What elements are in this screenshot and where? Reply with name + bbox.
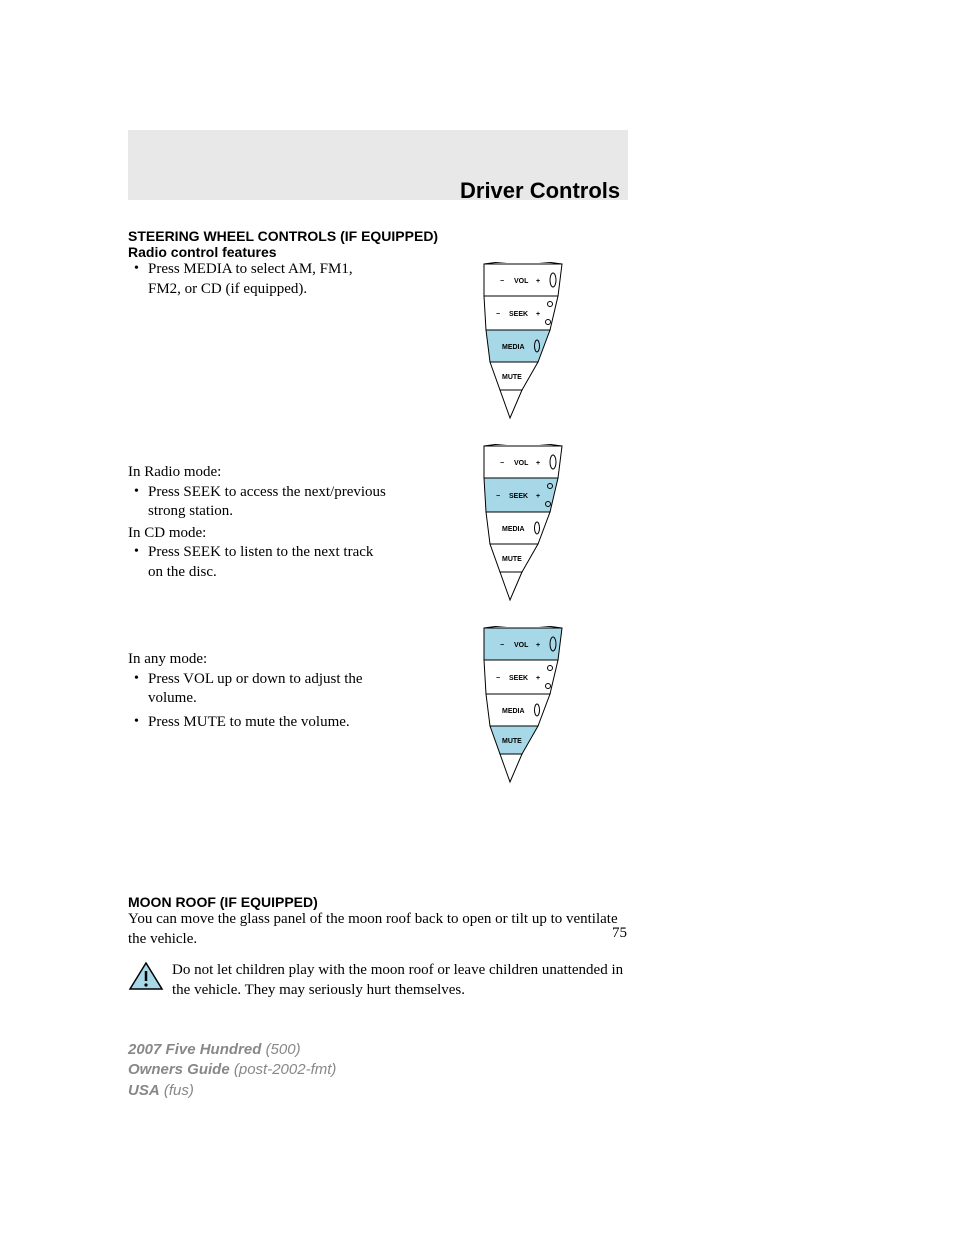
bullet-seek-cd: Press SEEK to listen to the next track o… <box>128 543 388 582</box>
svg-text:+: + <box>536 675 540 682</box>
footer: 2007 Five Hundred (500) Owners Guide (po… <box>128 1040 336 1101</box>
svg-text:VOL: VOL <box>514 642 529 649</box>
svg-text:+: + <box>536 311 540 318</box>
svg-text:+: + <box>536 642 540 649</box>
svg-text:SEEK: SEEK <box>509 675 528 682</box>
svg-text:MUTE: MUTE <box>502 556 522 563</box>
svg-text:SEEK: SEEK <box>509 311 528 318</box>
svg-text:+: + <box>536 493 540 500</box>
svg-text:MUTE: MUTE <box>502 374 522 381</box>
swc-diagram-volmute: − VOL + − SEEK + MEDIA MUTE <box>478 626 568 786</box>
footer-region-code: (fus) <box>164 1082 194 1099</box>
bullet-mute: Press MUTE to mute the volume. <box>128 713 388 733</box>
svg-text:+: + <box>536 460 540 467</box>
warning-box: Do not let children play with the moon r… <box>128 961 628 1000</box>
svg-text:MEDIA: MEDIA <box>502 526 525 533</box>
svg-text:−: − <box>500 642 504 649</box>
footer-model-code: (500) <box>266 1041 301 1058</box>
subsection-heading-radio: Radio control features <box>128 244 628 260</box>
text-moonroof-body: You can move the glass panel of the moon… <box>128 910 628 949</box>
page-title: Driver Controls <box>460 178 620 204</box>
svg-text:−: − <box>496 675 500 682</box>
footer-guide-fmt: (post-2002-fmt) <box>234 1061 337 1078</box>
footer-guide: Owners Guide <box>128 1061 230 1078</box>
svg-text:MEDIA: MEDIA <box>502 344 525 351</box>
warning-text: Do not let children play with the moon r… <box>172 961 628 1000</box>
swc-diagram-media: − VOL + − SEEK + MEDIA MUTE <box>478 262 568 422</box>
page-number: 75 <box>612 925 627 942</box>
bullet-media: Press MEDIA to select AM, FM1, FM2, or C… <box>128 260 388 299</box>
section-heading-moonroof: MOON ROOF (IF EQUIPPED) <box>128 894 628 910</box>
warning-icon <box>128 961 164 991</box>
svg-text:−: − <box>496 493 500 500</box>
svg-text:−: − <box>500 460 504 467</box>
bullet-vol: Press VOL up or down to adjust the volum… <box>128 670 388 709</box>
svg-text:−: − <box>500 278 504 285</box>
svg-text:MEDIA: MEDIA <box>502 708 525 715</box>
svg-text:MUTE: MUTE <box>502 738 522 745</box>
footer-model: 2007 Five Hundred <box>128 1041 261 1058</box>
footer-region: USA <box>128 1082 160 1099</box>
svg-text:VOL: VOL <box>514 278 529 285</box>
section-heading-swc: STEERING WHEEL CONTROLS (IF EQUIPPED) <box>128 228 628 244</box>
svg-text:−: − <box>496 311 500 318</box>
svg-text:VOL: VOL <box>514 460 529 467</box>
svg-text:+: + <box>536 278 540 285</box>
bullet-seek-radio: Press SEEK to access the next/previous s… <box>128 483 388 522</box>
svg-text:SEEK: SEEK <box>509 493 528 500</box>
swc-diagram-seek: − VOL + − SEEK + MEDIA MUTE <box>478 444 568 604</box>
